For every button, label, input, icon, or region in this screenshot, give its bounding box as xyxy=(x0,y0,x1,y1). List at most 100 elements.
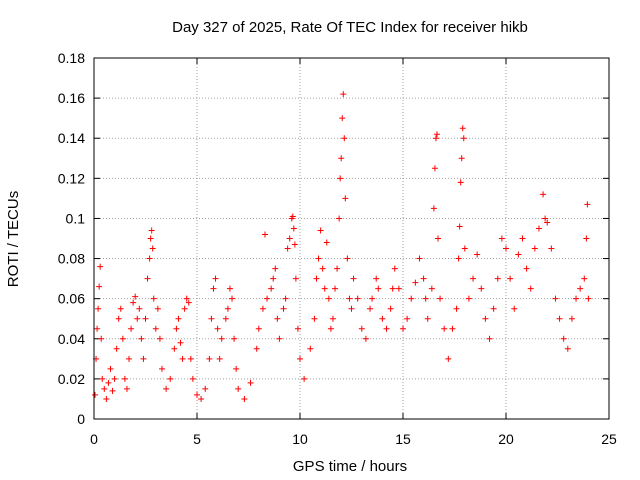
data-point-marker xyxy=(149,245,156,252)
data-point-marker xyxy=(109,387,116,394)
data-point-marker xyxy=(229,295,236,302)
y-tick-label: 0.04 xyxy=(58,331,85,347)
data-point-marker xyxy=(126,355,133,362)
data-point-marker xyxy=(276,335,283,342)
data-point-marker xyxy=(400,325,406,332)
data-point-marker xyxy=(98,335,105,342)
data-point-marker xyxy=(460,135,467,142)
data-point-marker xyxy=(375,285,382,292)
data-point-marker xyxy=(202,385,209,392)
y-tick-label: 0.18 xyxy=(58,50,85,66)
x-axis-title: GPS time / hours xyxy=(293,458,407,475)
data-point-marker xyxy=(194,391,200,398)
data-point-marker xyxy=(134,315,141,322)
y-tick-label: 0.16 xyxy=(58,90,85,106)
data-point-marker xyxy=(292,275,299,282)
axis-ticks: 0 0.02 0.04 0.06 0.08 0.1 0.12 0.14 0.16 0.18 0 5 10… xyxy=(58,50,617,447)
data-point-marker xyxy=(313,275,320,282)
data-point-marker xyxy=(319,265,326,272)
data-point-marker xyxy=(527,285,534,292)
data-point-marker xyxy=(171,345,178,352)
data-point-marker xyxy=(329,315,336,322)
data-point-marker xyxy=(486,335,493,342)
data-point-marker xyxy=(224,305,231,312)
data-point-marker xyxy=(511,305,518,312)
data-point-marker xyxy=(92,391,99,398)
data-point-marker xyxy=(327,325,334,332)
data-point-marker xyxy=(268,285,275,292)
data-point-marker xyxy=(332,285,339,292)
data-point-marker xyxy=(280,305,287,312)
data-point-marker xyxy=(111,375,118,382)
data-point-marker xyxy=(424,315,431,322)
y-tick-label: 0.12 xyxy=(58,170,85,186)
data-point-marker xyxy=(458,155,465,162)
data-point-marker xyxy=(435,235,442,242)
data-point-marker xyxy=(456,223,463,230)
y-tick-label: 0.14 xyxy=(58,130,85,146)
data-point-marker xyxy=(441,325,448,332)
data-point-marker xyxy=(422,295,429,302)
data-point-marker xyxy=(552,295,559,302)
y-tick-label: 0.06 xyxy=(58,291,85,307)
data-point-marker xyxy=(154,305,161,312)
data-point-marker xyxy=(341,135,348,142)
data-point-marker xyxy=(105,379,112,386)
data-point-marker xyxy=(325,295,332,302)
data-point-marker xyxy=(130,299,137,306)
data-point-marker xyxy=(183,295,190,302)
data-point-marker xyxy=(210,285,217,292)
data-point-marker xyxy=(259,305,266,312)
data-point-marker xyxy=(449,325,456,332)
data-point-marker xyxy=(337,175,344,182)
data-point-marker xyxy=(348,305,355,312)
data-point-marker xyxy=(542,215,549,222)
data-point-marker xyxy=(142,315,149,322)
data-point-marker xyxy=(297,355,303,362)
x-tick-label: 15 xyxy=(395,431,411,447)
data-point-marker xyxy=(233,365,240,372)
data-point-marker xyxy=(416,255,423,262)
data-point-marker xyxy=(235,385,242,392)
data-point-marker xyxy=(379,315,386,322)
data-point-marker xyxy=(113,345,120,352)
data-point-marker xyxy=(391,265,398,272)
data-point-marker xyxy=(338,155,345,162)
data-point-marker xyxy=(428,285,435,292)
data-point-marker xyxy=(432,135,439,142)
data-point-marker xyxy=(96,283,103,290)
data-point-marker xyxy=(344,255,351,262)
data-point-marker xyxy=(115,315,122,322)
data-point-marker xyxy=(173,325,180,332)
data-point-marker xyxy=(535,225,542,232)
data-point-marker xyxy=(369,295,376,302)
data-point-marker xyxy=(395,285,402,292)
x-tick-label: 25 xyxy=(601,431,617,447)
data-point-marker xyxy=(437,295,444,302)
y-tick-label: 0.08 xyxy=(58,251,85,267)
data-point-marker xyxy=(146,255,153,262)
data-point-marker xyxy=(94,325,101,332)
data-point-marker xyxy=(336,215,343,222)
data-point-marker xyxy=(289,213,296,220)
data-point-marker xyxy=(581,275,588,282)
data-point-marker xyxy=(470,275,477,282)
data-point-marker xyxy=(498,235,505,242)
data-point-marker xyxy=(383,325,390,332)
data-point-marker xyxy=(346,295,353,302)
data-point-marker xyxy=(431,165,438,172)
chart-title: Day 327 of 2025, Rate Of TEC Index for r… xyxy=(172,19,528,36)
data-point-marker xyxy=(284,245,291,252)
data-point-marker xyxy=(478,285,485,292)
plot-frame xyxy=(93,57,610,420)
data-point-marker xyxy=(198,395,205,402)
data-point-marker xyxy=(433,131,440,138)
data-point-marker xyxy=(531,245,538,252)
data-point-marker xyxy=(420,275,427,282)
data-point-marker xyxy=(564,345,571,352)
data-point-marker xyxy=(231,335,238,342)
data-point-marker xyxy=(286,235,293,242)
data-point-marker xyxy=(179,355,186,362)
data-point-marker xyxy=(503,245,509,252)
data-point-marker xyxy=(208,315,215,322)
